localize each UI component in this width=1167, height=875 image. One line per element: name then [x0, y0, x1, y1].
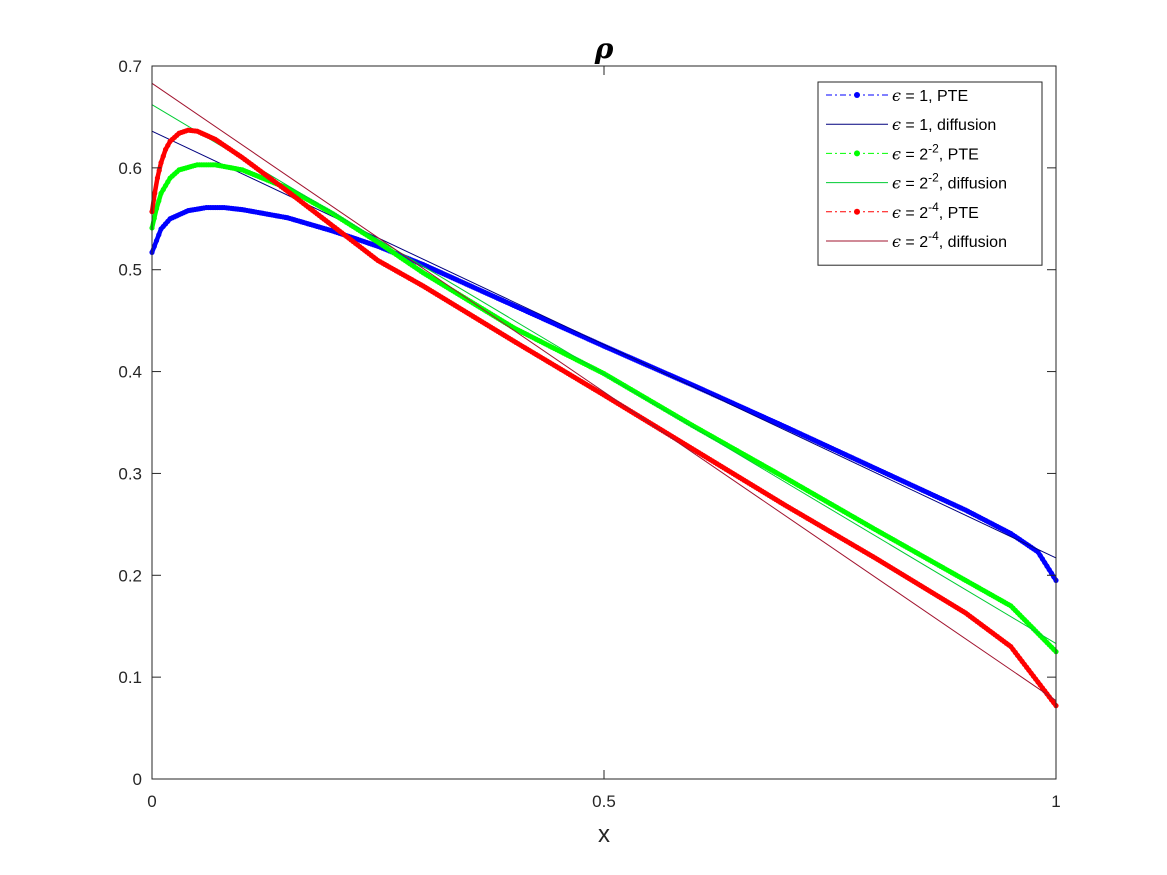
data-point — [151, 215, 157, 221]
data-point — [156, 232, 162, 238]
x-tick-label: 1 — [1051, 792, 1060, 811]
data-point — [162, 146, 169, 153]
legend-marker — [854, 150, 860, 157]
series-4 — [149, 127, 1059, 709]
data-point — [156, 167, 162, 174]
y-tick-label: 0 — [133, 770, 142, 789]
x-axis-label: x — [598, 821, 610, 848]
x-tick-label: 0.5 — [592, 792, 616, 811]
data-point — [156, 198, 162, 204]
legend-text-pre: = 2 — [901, 205, 928, 222]
legend-label: ϵ = 1, diffusion — [892, 115, 996, 134]
legend-marker — [854, 92, 860, 98]
series-line — [151, 82, 1057, 701]
legend-text-post: = 1, diffusion — [901, 117, 996, 134]
legend-text-pre: = 2 — [901, 176, 928, 193]
y-tick-label: 0.7 — [118, 57, 142, 76]
data-point — [153, 238, 160, 244]
y-tick-label: 0.5 — [118, 261, 142, 280]
data-point — [153, 206, 160, 212]
y-tick-label: 0.6 — [118, 159, 142, 178]
legend-text-pre: = 2 — [901, 234, 928, 251]
x-tick-label: 0 — [147, 792, 156, 811]
legend-epsilon: ϵ — [892, 232, 901, 251]
data-point — [152, 190, 158, 196]
legend-box — [817, 81, 1043, 266]
legend-label: ϵ = 2-4, PTE — [892, 200, 979, 222]
chart-title: ρ — [594, 32, 614, 65]
series-3 — [151, 104, 1057, 644]
data-point — [160, 186, 166, 193]
data-point — [160, 153, 166, 159]
legend-text-post: , PTE — [939, 146, 979, 163]
legend-item: ϵ = 1, PTE — [826, 86, 968, 105]
legend-superscript: -2 — [928, 141, 939, 155]
legend-label: ϵ = 2-4, diffusion — [892, 229, 1007, 251]
legend-item: ϵ = 2-4, diffusion — [826, 229, 1007, 251]
legend-text-post: , diffusion — [939, 176, 1007, 193]
y-tick-label: 0.4 — [118, 363, 142, 382]
data-point — [165, 142, 171, 149]
legend-label: ϵ = 2-2, PTE — [892, 141, 979, 163]
data-point — [162, 183, 169, 189]
legend-epsilon: ϵ — [892, 174, 901, 193]
data-point — [151, 243, 157, 250]
legend-label: ϵ = 1, PTE — [892, 86, 968, 105]
legend-item: ϵ = 2-2, PTE — [826, 141, 979, 163]
legend-superscript: -4 — [928, 200, 939, 214]
legend-superscript: -4 — [928, 229, 939, 243]
data-point — [158, 190, 164, 196]
ticks-layer: 0 0.5 1 0 0.1 0.2 0.3 0.4 0.5 0.6 0.7 — [118, 57, 1060, 811]
legend-epsilon: ϵ — [892, 86, 901, 105]
legend-item: ϵ = 2-4, PTE — [826, 200, 979, 222]
series-line — [151, 104, 1057, 644]
data-point — [165, 179, 171, 185]
legend-label: ϵ = 2-2, diffusion — [892, 171, 1007, 193]
series-layer — [149, 82, 1059, 709]
data-point — [158, 160, 164, 166]
legend-text-post: , diffusion — [939, 234, 1007, 251]
legend-epsilon: ϵ — [892, 115, 901, 134]
y-tick-label: 0.1 — [118, 668, 142, 687]
legend-text-post: = 1, PTE — [901, 88, 968, 105]
y-tick-label: 0.2 — [118, 566, 142, 585]
series-5 — [151, 82, 1057, 701]
legend-text-pre: = 2 — [901, 146, 928, 163]
legend-epsilon: ϵ — [892, 144, 901, 163]
legend-item: ϵ = 1, diffusion — [826, 115, 996, 134]
legend-text-post: , PTE — [939, 205, 979, 222]
data-point — [154, 175, 161, 181]
legend-item: ϵ = 2-2, diffusion — [826, 171, 1007, 193]
legend-epsilon: ϵ — [892, 203, 901, 222]
legend-superscript: -2 — [928, 171, 939, 185]
y-tick-label: 0.3 — [118, 464, 142, 483]
legend-marker — [854, 208, 860, 215]
